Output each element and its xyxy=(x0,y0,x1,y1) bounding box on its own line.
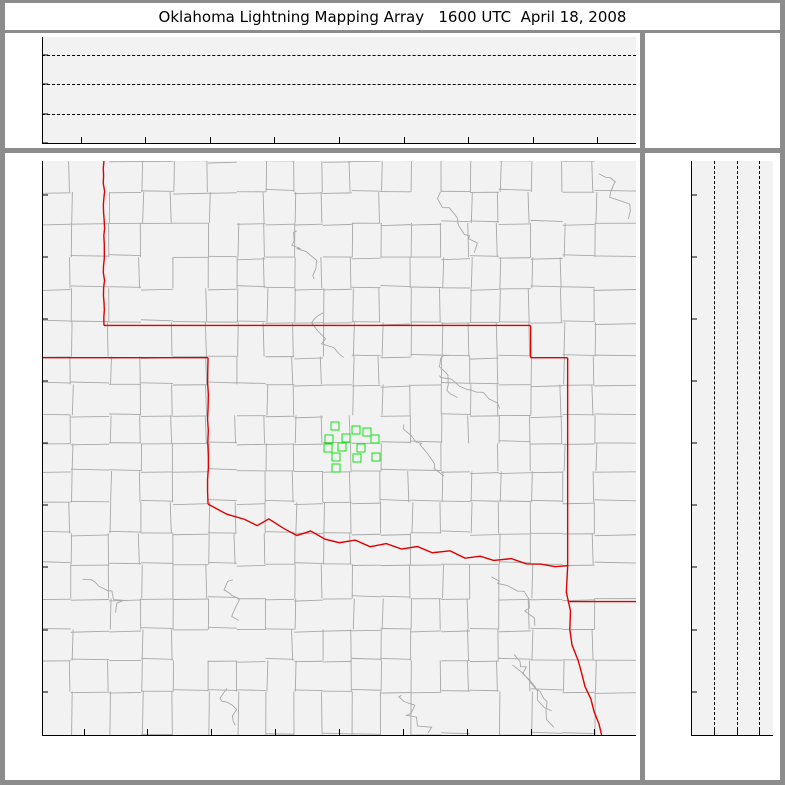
map-x-tickmark xyxy=(275,729,277,735)
map-y-axis-line xyxy=(42,161,43,735)
lma-station-marker[interactable] xyxy=(362,427,372,437)
map-y-tickmark xyxy=(42,566,48,568)
top-x-tickmark xyxy=(80,137,82,143)
map-y-tickmark xyxy=(42,194,48,196)
map-x-tickmark xyxy=(83,729,85,735)
top-y-axis-line xyxy=(42,37,43,143)
top-horizontal-gridline xyxy=(42,54,636,56)
map-y-tickmark xyxy=(42,442,48,444)
right-y-tickmark xyxy=(691,566,697,568)
map-x-tickmark xyxy=(339,729,340,735)
plan-view-map-panel: 400.0300.0200.0100.00-100.0-200.0-300.0-… xyxy=(5,153,640,780)
top-x-tickmark xyxy=(339,137,340,143)
right-y-tickmark xyxy=(691,504,697,506)
title-bar: Oklahoma Lightning Mapping Array 1600 UT… xyxy=(5,3,780,30)
right-y-tickmark xyxy=(691,194,697,196)
page-title: Oklahoma Lightning Mapping Array 1600 UT… xyxy=(158,7,627,26)
top-x-tickmark xyxy=(468,137,470,143)
top-plot-area[interactable]: 05.010.015.0-400.0-300.0-200.0-100.00100… xyxy=(42,37,636,143)
top-x-tickmark xyxy=(209,137,211,143)
state-borders xyxy=(42,161,636,735)
map-x-tickmark xyxy=(466,729,468,735)
map-y-tickmark xyxy=(42,629,48,630)
map-y-tickmark xyxy=(42,318,48,320)
lma-station-marker[interactable] xyxy=(323,443,332,453)
map-x-tickmark xyxy=(211,729,213,735)
map-x-tickmark xyxy=(402,729,404,735)
lma-station-marker[interactable] xyxy=(330,421,340,431)
top-horizontal-gridline xyxy=(42,113,636,115)
right-y-tickmark xyxy=(691,318,697,320)
lma-station-marker[interactable] xyxy=(341,433,351,443)
right-y-tickmark xyxy=(691,442,697,444)
lma-station-marker[interactable] xyxy=(352,453,362,463)
lma-station-marker[interactable] xyxy=(356,443,366,453)
map-x-axis-line xyxy=(42,735,636,736)
top-x-axis-line xyxy=(42,143,636,144)
map-y-tickmark xyxy=(42,691,48,693)
lma-station-marker[interactable] xyxy=(351,425,361,435)
right-x-axis-line xyxy=(691,735,773,736)
right-vertical-gridline xyxy=(713,161,715,735)
map-plot-area[interactable]: 400.0300.0200.0100.00-100.0-200.0-300.0-… xyxy=(42,161,636,735)
top-x-tickmark xyxy=(403,137,405,143)
lma-station-marker[interactable] xyxy=(331,463,341,473)
right-y-tickmark xyxy=(691,380,697,382)
top-x-tickmark xyxy=(274,137,276,143)
altitude-vs-east-west-panel: 05.010.015.0-400.0-300.0-200.0-100.00100… xyxy=(5,33,640,148)
map-y-tickmark xyxy=(42,504,48,506)
map-x-tickmark xyxy=(147,729,149,735)
right-plot-area[interactable]: 400.0300.0200.0100.00-100.0-200.0-300.0-… xyxy=(691,161,773,735)
lma-station-marker[interactable] xyxy=(370,434,380,444)
right-y-axis-line xyxy=(691,161,692,735)
right-y-tickmark xyxy=(691,691,697,693)
lma-station-marker[interactable] xyxy=(331,452,341,462)
altitude-vs-north-south-panel: 400.0300.0200.0100.00-100.0-200.0-300.0-… xyxy=(645,153,780,780)
top-x-tickmark xyxy=(597,137,599,143)
top-x-tickmark xyxy=(145,137,147,143)
lma-station-marker[interactable] xyxy=(371,452,381,462)
top-horizontal-gridline xyxy=(42,84,636,86)
lma-station-marker[interactable] xyxy=(337,442,347,452)
right-vertical-gridline xyxy=(759,161,761,735)
lma-station-marker[interactable] xyxy=(324,434,334,444)
right-vertical-gridline xyxy=(736,161,738,735)
map-y-tickmark xyxy=(42,380,48,382)
map-x-tickmark xyxy=(530,729,532,735)
right-y-tickmark xyxy=(691,629,697,630)
blank-histogram-panel[interactable] xyxy=(645,33,780,148)
top-y-tickmark xyxy=(42,142,48,143)
map-y-tickmark xyxy=(42,256,48,258)
top-x-tickmark xyxy=(532,137,534,143)
right-y-tickmark xyxy=(691,256,697,258)
map-x-tickmark xyxy=(594,729,596,735)
